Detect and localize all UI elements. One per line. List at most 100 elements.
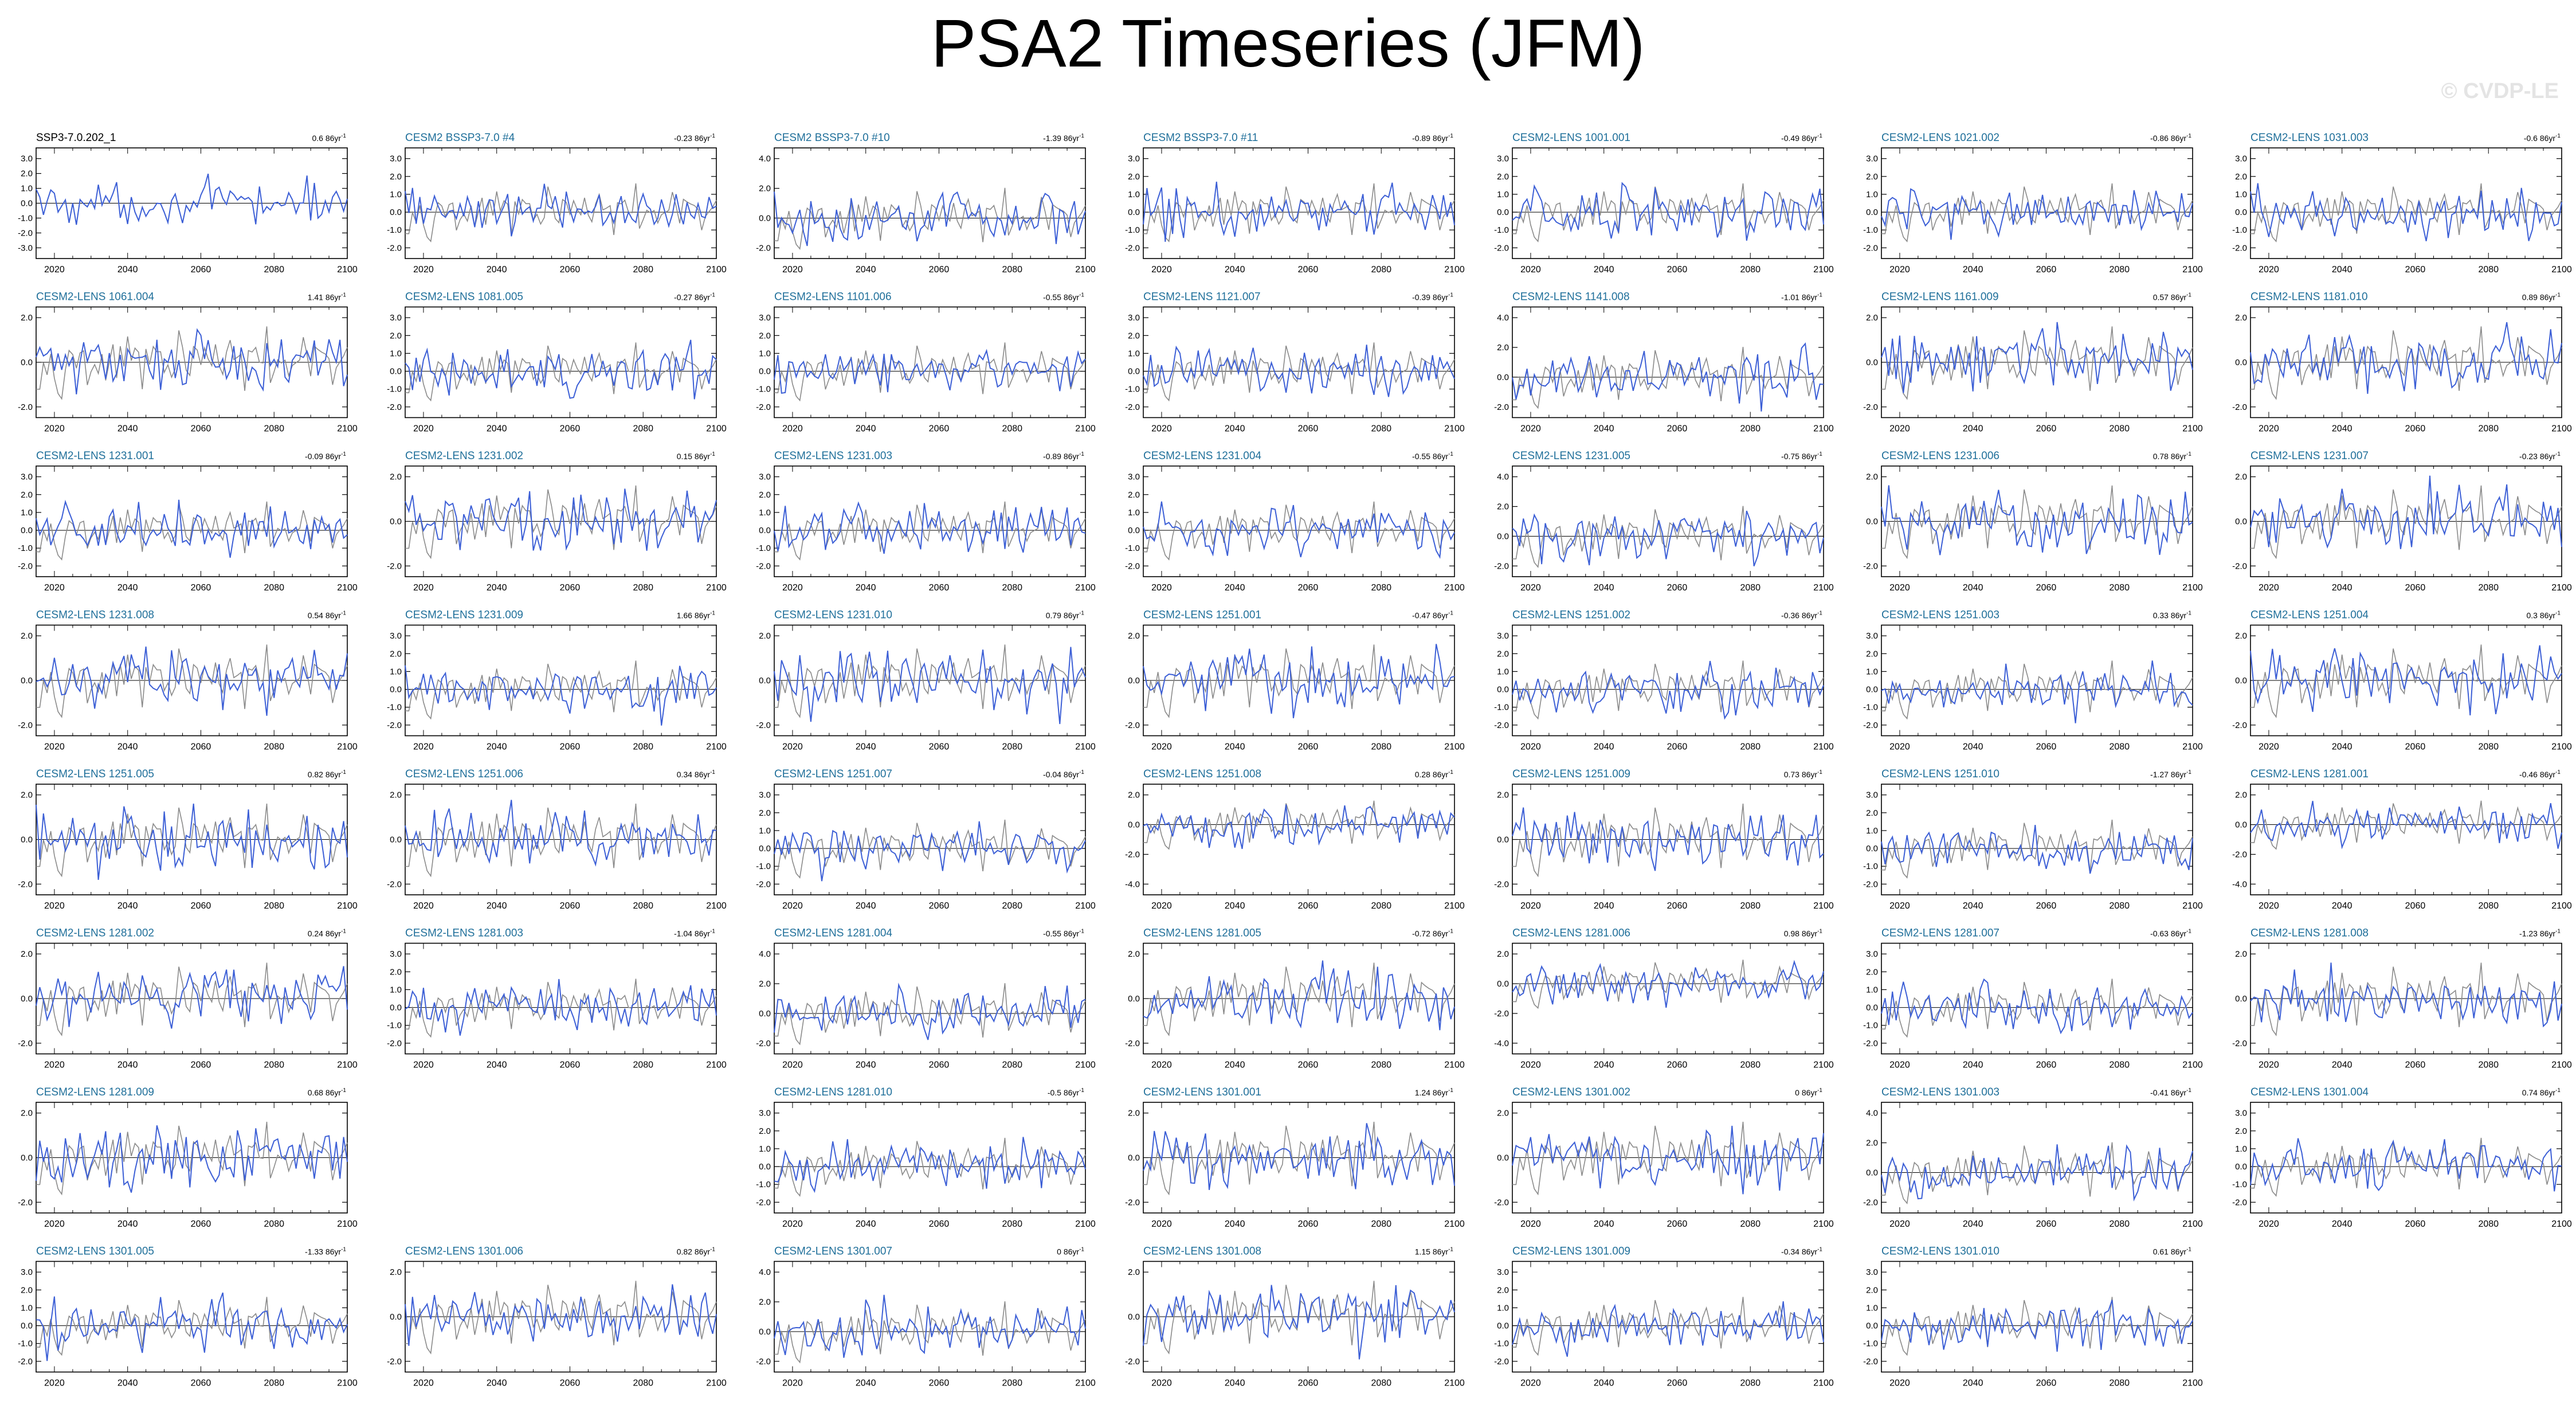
panel-title: CESM2-LENS 1301.006 [405,1246,523,1258]
x-tick-label: 2100 [2551,424,2572,434]
y-tick-label: -1.0 [1863,1339,1878,1349]
panel-title: CESM2-LENS 1141.008 [1512,291,1630,303]
x-tick-label: 2060 [2405,583,2426,593]
x-tick-label: 2040 [1225,901,1245,911]
y-tick-label: 0.0 [390,1003,402,1013]
y-tick-label: -1.0 [756,385,771,394]
panel: CESM2-LENS 1231.004 -0.55 86yr-1 3.0 2.0 1.0… [1125,450,1465,593]
x-tick-label: 2040 [117,901,138,911]
obs-series-line [1881,1297,2193,1356]
panel-trend: 1.24 86yr-1 [1415,1087,1454,1097]
member-series-line [1512,960,1824,1008]
x-tick-label: 2020 [1151,265,1172,275]
x-tick-label: 2040 [117,265,138,275]
x-tick-label: 2060 [560,1379,581,1388]
member-series-line [1512,1301,1824,1357]
x-tick-label: 2020 [44,583,65,593]
y-tick-label: -1.0 [1494,703,1509,713]
x-tick-label: 2040 [856,1060,876,1070]
panel-title: CESM2-LENS 1281.010 [774,1086,892,1098]
y-tick-label: 1.0 [1497,1303,1509,1313]
obs-series-line [1881,1142,2193,1204]
y-tick-label: 2.0 [1866,1138,1878,1148]
x-tick-label: 2080 [2478,265,2499,275]
y-tick-label: -2.0 [2232,402,2247,412]
x-tick-label: 2020 [1520,424,1541,434]
y-tick-label: 1.0 [1866,667,1878,676]
panel-trend: 0.24 86yr-1 [308,929,347,938]
y-tick-label: 3.0 [759,1109,771,1118]
x-tick-label: 2080 [2109,583,2130,593]
panel: CESM2-LENS 1301.006 0.82 86yr-1 2.0 0.0 -2.0… [387,1246,727,1388]
y-tick-label: 0.0 [1497,835,1509,845]
y-tick-label: -2.0 [18,228,33,238]
x-tick-label: 2100 [2182,901,2203,911]
y-tick-label: 4.0 [759,154,771,164]
y-tick-label: 0.0 [1128,676,1140,686]
member-series-line [1881,1144,2193,1202]
y-tick-label: 3.0 [759,472,771,482]
member-series-line [405,183,717,237]
member-series-line [1143,804,1455,850]
x-tick-label: 2100 [1813,1379,1834,1388]
y-tick-label: -2.0 [756,721,771,730]
x-tick-label: 2020 [1151,742,1172,752]
y-tick-label: 0.0 [759,526,771,535]
y-tick-label: -2.0 [756,243,771,253]
x-tick-label: 2020 [1889,901,1910,911]
panel: CESM2-LENS 1301.002 0 86yr-1 2.0 0.0 -2.0 202… [1494,1086,1834,1229]
x-tick-label: 2060 [191,265,211,275]
x-tick-label: 2100 [337,583,358,593]
panel-trend: 1.15 86yr-1 [1415,1247,1454,1257]
member-series-line [36,499,348,558]
panel-title: CESM2-LENS 1231.004 [1143,450,1261,462]
panel-trend: -0.5 86yr-1 [1048,1087,1085,1097]
member-series-line [2250,475,2562,549]
y-tick-label: 1.0 [759,508,771,518]
x-tick-label: 2020 [1889,1219,1910,1229]
panel: CESM2-LENS 1301.005 -1.33 86yr-1 3.0 2.0 1.0… [18,1246,358,1388]
y-tick-label: 0.0 [2235,358,2247,367]
y-tick-label: -2.0 [1125,850,1140,859]
x-tick-label: 2100 [1444,265,1465,275]
x-tick-label: 2060 [2405,742,2426,752]
y-tick-label: -1.0 [18,543,33,553]
obs-series-line [1881,183,2193,242]
panel-trend: 0.57 86yr-1 [2153,292,2192,302]
x-tick-label: 2100 [1444,583,1465,593]
member-series-line [1881,660,2193,723]
x-tick-label: 2040 [856,583,876,593]
panel: CESM2-LENS 1281.005 -0.72 86yr-1 2.0 0.0 -2.… [1125,927,1465,1070]
y-tick-label: 2.0 [1128,1267,1140,1277]
x-tick-label: 2020 [1520,1379,1541,1388]
panel-frame [36,465,348,577]
x-tick-label: 2060 [929,742,950,752]
y-tick-label: 0.0 [21,1153,33,1163]
panel-trend: -0.39 86yr-1 [1412,292,1453,302]
panel-trend: -0.72 86yr-1 [1412,929,1453,938]
x-tick-label: 2080 [1002,1060,1022,1070]
panel-title: CESM2-LENS 1301.009 [1512,1246,1630,1258]
obs-series-line [1512,347,1824,409]
x-tick-label: 2020 [2259,583,2279,593]
x-tick-label: 2100 [1813,583,1834,593]
x-tick-label: 2060 [1667,265,1688,275]
member-series-line [1881,1300,2193,1352]
y-tick-label: 0.0 [21,1321,33,1331]
panel-trend: 0.28 86yr-1 [1415,769,1454,779]
y-tick-label: 0.0 [759,1162,771,1172]
y-tick-label: -2.0 [1494,243,1509,253]
x-tick-label: 2040 [2332,1060,2352,1070]
member-series-line [774,349,1086,394]
x-tick-label: 2060 [1667,1379,1688,1388]
x-tick-label: 2100 [2182,583,2203,593]
y-tick-label: 2.0 [2235,1126,2247,1136]
x-tick-label: 2020 [2259,424,2279,434]
panel-frame [1881,942,2193,1055]
x-tick-label: 2040 [2332,901,2352,911]
panel-trend: 0.82 86yr-1 [677,1247,716,1257]
x-tick-label: 2060 [1298,265,1319,275]
y-tick-label: 2.0 [21,313,33,323]
y-tick-label: -2.0 [1125,402,1140,412]
member-series-line [1143,181,1455,242]
